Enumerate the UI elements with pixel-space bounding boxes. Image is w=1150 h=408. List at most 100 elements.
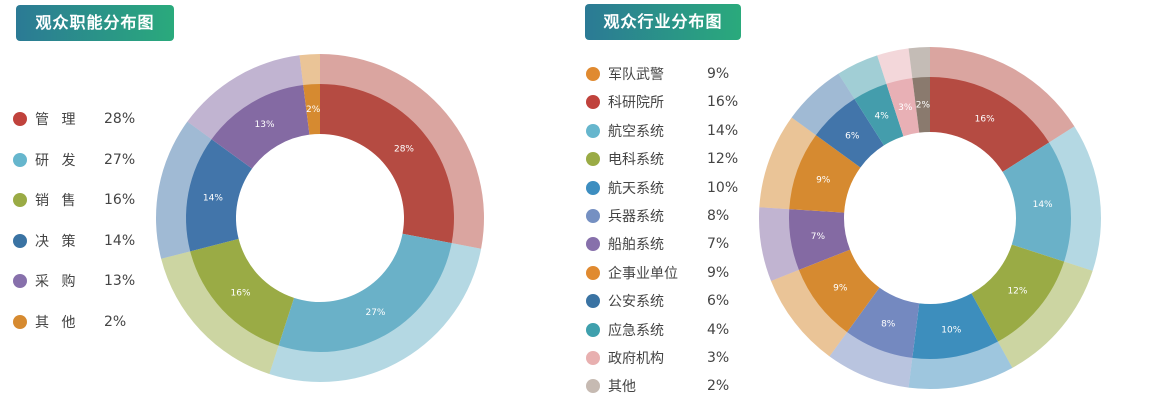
donut-slice-公安系统 [815, 98, 884, 168]
legend-value: 8% [707, 208, 730, 224]
left-chart-title: 观众职能分布图 [16, 5, 174, 41]
legend-label: 政府机构 [608, 351, 664, 367]
legend-item: 研 发 27% [13, 150, 135, 170]
legend-value: 9% [707, 264, 730, 281]
slice-label: 14% [203, 194, 223, 204]
right-chart-title: 观众行业分布图 [585, 4, 741, 40]
legend-item: 决 策 14% [13, 231, 135, 251]
legend-value: 3% [707, 350, 730, 366]
donut-slice-电科系统 [971, 244, 1065, 342]
slice-label: 27% [365, 308, 385, 318]
left-donut-chart: 28% 27% 16% 14% 13% 2% [156, 54, 484, 382]
legend-label: 航天系统 [608, 180, 664, 197]
donut-outer-slice [320, 54, 484, 249]
donut-outer-slice [930, 47, 1075, 143]
legend-value: 14% [104, 232, 136, 249]
legend-label: 其 他 [35, 315, 80, 331]
legend-color-dot [13, 233, 27, 248]
legend-value: 4% [707, 321, 730, 338]
legend-item: 应急系统 4% [586, 320, 729, 340]
legend-item: 政府机构 3% [586, 348, 729, 368]
donut-outer-slice [299, 54, 320, 87]
slice-label: 13% [255, 120, 275, 130]
donut-slice-科研院所 [930, 77, 1050, 172]
donut-slice-决策 [186, 139, 253, 252]
donut-slice-航空系统 [1002, 142, 1071, 262]
legend-label: 航空系统 [608, 123, 664, 140]
donut-outer-slice [791, 73, 855, 136]
legend-item: 船舶系统 7% [586, 234, 729, 254]
slice-label: 10% [941, 325, 961, 335]
slice-label: 9% [816, 176, 831, 186]
legend-item: 科研院所 16% [586, 92, 738, 112]
donut-slice-研发 [278, 233, 452, 352]
slice-label: 6% [845, 131, 860, 141]
legend-value: 9% [707, 66, 730, 82]
donut-outer-slice [877, 48, 913, 85]
legend-value: 2% [104, 314, 127, 330]
slice-label: 7% [811, 232, 826, 242]
legend-color-dot [586, 152, 600, 167]
legend-label: 管 理 [35, 112, 80, 128]
slice-label: 9% [833, 284, 848, 294]
donut-slice-兵器系统 [847, 287, 920, 358]
legend-label: 电科系统 [608, 152, 664, 169]
slice-label: 16% [975, 115, 995, 125]
legend-label: 企事业单位 [608, 265, 678, 282]
legend-color-dot [586, 379, 600, 394]
legend-item: 销 售 16% [13, 190, 135, 210]
legend-value: 27% [104, 151, 136, 168]
donut-slice-其他 [912, 77, 930, 133]
legend-color-dot [586, 209, 600, 223]
right-donut-chart: 16% 14% 12% 10% 8% 9% 7% 9% 6% 4% 3% 2% [759, 47, 1101, 389]
donut-slice-军队武警 [789, 135, 861, 213]
legend-color-dot [586, 123, 600, 138]
legend-label: 采 购 [35, 274, 80, 291]
legend-color-dot [586, 67, 600, 81]
donut-outer-slice [908, 340, 1013, 389]
legend-color-dot [13, 193, 27, 208]
donut-outer-slice [908, 47, 930, 80]
legend-color-dot [586, 265, 600, 280]
legend-color-dot [586, 180, 600, 195]
legend-item: 兵器系统 8% [586, 206, 729, 226]
legend-item: 航天系统 10% [586, 178, 738, 198]
legend-item: 管 理 28% [13, 109, 135, 129]
legend-color-dot [13, 112, 27, 126]
legend-value: 16% [707, 94, 739, 111]
donut-outer-slice [269, 242, 482, 382]
slice-label: 14% [1033, 200, 1053, 210]
donut-slice-应急系统 [854, 83, 904, 146]
donut-slice-管理 [320, 84, 454, 244]
legend-color-dot [586, 237, 600, 252]
slice-label: 28% [394, 145, 414, 155]
donut-outer-slice [771, 269, 848, 357]
legend-label: 销 售 [35, 193, 80, 210]
legend-label: 科研院所 [608, 95, 664, 112]
donut-outer-slice [829, 331, 913, 388]
legend-label: 应急系统 [608, 322, 664, 339]
donut-slice-航天系统 [912, 293, 998, 359]
legend-color-dot [586, 95, 600, 110]
legend-value: 12% [707, 151, 739, 168]
legend-value: 6% [707, 293, 730, 310]
slice-label: 4% [875, 111, 890, 121]
legend-item: 其他 2% [586, 376, 729, 396]
legend-value: 16% [104, 192, 136, 209]
donut-outer-slice [187, 55, 304, 140]
slice-label: 2% [916, 101, 931, 111]
legend-item: 其 他 2% [13, 312, 126, 332]
legend-label: 研 发 [35, 152, 80, 169]
donut-slice-企事业单位 [798, 249, 880, 333]
donut-outer-slice [997, 261, 1093, 368]
slice-label: 12% [1007, 286, 1027, 296]
legend-color-dot [586, 294, 600, 309]
legend-item: 航空系统 14% [586, 121, 738, 141]
slice-label: 16% [231, 289, 251, 299]
legend-value: 2% [707, 378, 730, 395]
legend-label: 兵器系统 [608, 209, 664, 225]
donut-outer-slice [759, 117, 817, 210]
legend-item: 军队武警 9% [586, 64, 729, 84]
legend-item: 采 购 13% [13, 271, 135, 291]
legend-item: 公安系统 6% [586, 291, 729, 311]
